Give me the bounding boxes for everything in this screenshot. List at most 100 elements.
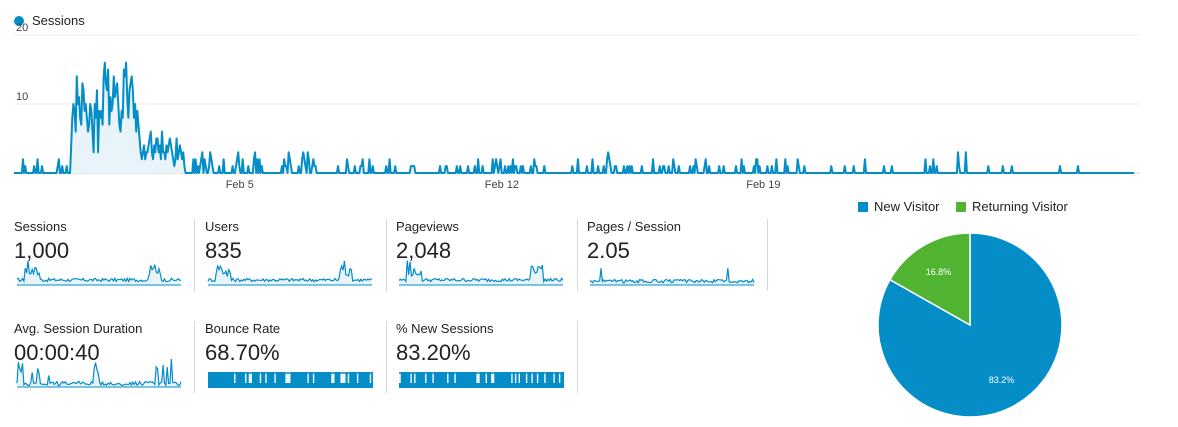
metric-sparkline	[589, 268, 755, 286]
metric-tile[interactable]: Avg. Session Duration 00:00:40	[14, 321, 194, 413]
sparkline-bar	[259, 383, 262, 388]
sparkline-bar	[558, 383, 561, 388]
sparkline-bar	[261, 372, 264, 388]
metric-label: Sessions	[14, 219, 67, 234]
sparkline-bar	[432, 383, 435, 388]
sparkline-bar	[241, 372, 244, 388]
sparkline-bar	[547, 372, 550, 388]
sparkline-bar	[439, 372, 442, 388]
sparkline-bar	[367, 372, 370, 388]
sparkline-bar	[255, 372, 258, 388]
pie-legend-returning-visitor[interactable]: Returning Visitor	[956, 199, 1068, 214]
sparkline-bar	[305, 372, 308, 388]
sparkline-bar	[222, 372, 225, 388]
sparkline-bar	[413, 383, 416, 388]
sessions-line-chart: 10 20 Feb 5 Feb 12 Feb 19	[14, 22, 1140, 191]
sparkline-bar	[455, 372, 459, 388]
sparkline-bar	[279, 372, 282, 388]
sparkline-bar	[399, 383, 402, 388]
sparkline-bar	[483, 372, 486, 388]
sparkline-bar	[421, 372, 424, 388]
sparkline-bar	[270, 372, 273, 388]
sparkline-bar	[492, 383, 495, 388]
sparkline-bar	[268, 372, 271, 388]
sparkline-bar	[343, 383, 346, 388]
sparkline-bar	[314, 372, 317, 388]
metric-tile[interactable]: % New Sessions 83.20%	[396, 321, 576, 413]
metric-sparkline	[208, 372, 373, 388]
sparkline-bar	[248, 383, 251, 388]
metric-tile[interactable]: Pages / Session 2.05	[587, 219, 767, 311]
sparkline-bar	[501, 372, 504, 388]
sparkline-bar	[527, 372, 530, 388]
sparkline-bar	[341, 383, 345, 388]
sparkline-area	[399, 260, 563, 285]
sparkline-bar	[211, 372, 214, 388]
metric-label: % New Sessions	[396, 321, 494, 336]
sparkline-bar	[470, 372, 473, 388]
sparkline-bar	[292, 372, 295, 388]
sparkline-bar	[516, 372, 519, 388]
sparkline-bar	[448, 372, 451, 388]
sparkline-bar	[525, 383, 528, 388]
sparkline-bar	[479, 372, 482, 388]
sparkline-bar	[321, 372, 324, 388]
sparkline-bar	[543, 383, 547, 388]
sparkline-bar	[446, 383, 449, 388]
sparkline-bar	[310, 372, 313, 388]
sparkline-bar	[499, 372, 503, 388]
metric-sparkline	[399, 372, 564, 388]
sparkline-bar	[281, 372, 284, 388]
metric-tile[interactable]: Bounce Rate 68.70%	[205, 321, 385, 413]
sparkline-bar	[303, 372, 306, 388]
sparkline-bar	[410, 383, 413, 388]
sparkline-bar	[507, 372, 510, 388]
sparkline-bar	[219, 372, 222, 388]
sparkline-bar	[338, 372, 341, 388]
metric-value: 00:00:40	[14, 340, 100, 365]
sparkline-bar	[498, 372, 501, 388]
metric-tile[interactable]: Sessions 1,000	[14, 219, 194, 311]
sparkline-bar	[441, 372, 444, 388]
sparkline-bar	[509, 372, 512, 388]
sparkline-bar	[505, 372, 508, 388]
metric-tile[interactable]: Pageviews 2,048	[396, 219, 576, 311]
sparkline-bar	[520, 372, 523, 388]
sparkline-bar	[411, 372, 415, 388]
sparkline-bar	[369, 383, 372, 388]
sparkline-bar	[549, 372, 552, 388]
sparkline-group	[589, 268, 755, 286]
x-tick-label: Feb 19	[746, 179, 780, 191]
sparkline-bar	[250, 383, 253, 388]
sparkline-bar	[459, 372, 462, 388]
sparkline-bar	[536, 383, 539, 388]
sparkline-bar	[424, 383, 427, 388]
pie-slice-label: 83.2%	[989, 375, 1015, 385]
sparkline-bar	[354, 372, 357, 388]
sparkline-bar	[490, 383, 493, 388]
sessions-legend[interactable]: Sessions	[14, 13, 85, 28]
metric-tile[interactable]: Users 835	[205, 219, 385, 311]
sparkline-bar	[244, 383, 247, 388]
sparkline-bar	[235, 372, 238, 388]
sparkline-bar	[529, 372, 532, 388]
metric-divider	[577, 321, 578, 393]
sparkline-bar	[215, 372, 218, 388]
metric-value: 1,000	[14, 238, 70, 263]
sparkline-bar	[356, 383, 359, 388]
pie-slice-returning-visitor[interactable]	[888, 232, 971, 327]
metric-sparkline	[207, 260, 373, 286]
pie-slice-new-visitor[interactable]	[877, 232, 1063, 418]
sparkline-bar	[332, 383, 335, 388]
metric-divider	[194, 219, 195, 291]
sparkline-line	[16, 359, 182, 388]
pie-legend-new-visitor[interactable]: New Visitor	[858, 199, 940, 214]
sparkline-area	[208, 260, 372, 285]
sparkline-line	[207, 260, 373, 283]
sparkline-bar	[402, 372, 405, 388]
metric-value: 835	[205, 238, 242, 263]
sparkline-bar	[488, 372, 492, 388]
metric-divider	[194, 321, 195, 393]
sparkline-bar	[301, 372, 304, 388]
sparkline-bar	[334, 372, 337, 388]
